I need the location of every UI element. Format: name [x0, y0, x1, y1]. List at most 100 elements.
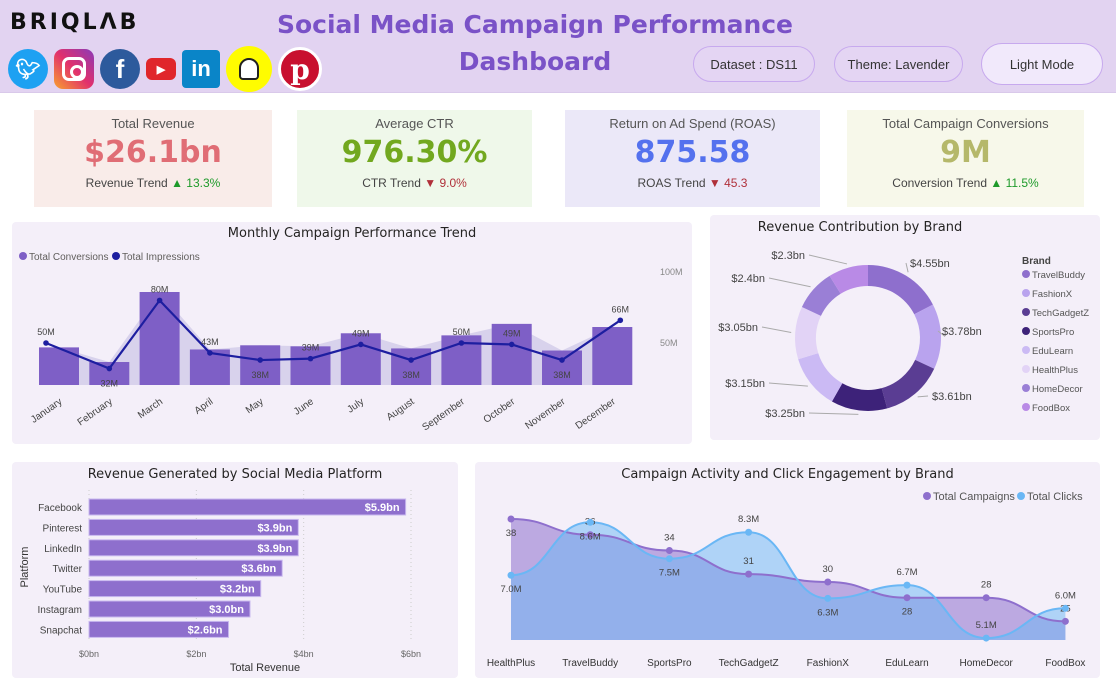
chart-title: Monthly Campaign Performance Trend	[227, 226, 477, 241]
linkedin-icon: in	[182, 50, 220, 88]
theme-badge: Theme: Lavender	[834, 46, 963, 82]
data-label: 49M	[503, 328, 521, 338]
data-label: 38M	[402, 370, 420, 380]
x-tick-label: HomeDecor	[960, 658, 1014, 669]
kpi-value: 875.58	[634, 135, 751, 170]
impressions-point	[408, 357, 414, 363]
light-mode-button[interactable]: Light Mode	[981, 43, 1103, 85]
donut-slice	[868, 265, 933, 315]
x-tick-label: EduLearn	[885, 658, 928, 669]
trend-up-icon: ▲	[171, 176, 183, 190]
x-tick-label: August	[385, 396, 417, 423]
campaigns-point	[507, 515, 515, 523]
clicks-point	[586, 518, 594, 526]
y-tick-label: YouTube	[43, 585, 83, 596]
bar-revenue	[88, 539, 299, 557]
y-tick-label: Twitter	[53, 564, 83, 575]
campaigns-point	[903, 594, 911, 602]
kpi-value: 976.30%	[341, 135, 488, 170]
x-tick-label: December	[574, 396, 619, 432]
chart-title: Revenue Contribution by Brand	[757, 220, 963, 235]
data-label: $3.0bn	[209, 604, 244, 616]
legend-label: HomeDecor	[1032, 384, 1083, 395]
bar-revenue	[88, 600, 251, 618]
data-label: 80M	[151, 284, 169, 294]
clicks-area	[511, 522, 1066, 640]
impressions-line	[45, 298, 621, 370]
pinterest-icon: p	[278, 47, 322, 91]
chart-title: Revenue Generated by Social Media Platfo…	[87, 467, 383, 482]
leader-line	[917, 395, 929, 398]
campaigns-point	[982, 594, 990, 602]
donut-slice	[829, 265, 868, 294]
y-tick-label: Instagram	[38, 605, 82, 616]
legend-label: FoodBox	[1032, 403, 1070, 414]
legend-marker	[1022, 346, 1030, 354]
kpi-trend: ROAS Trend ▼ 45.3	[565, 176, 820, 190]
bar-conversions	[340, 333, 381, 385]
data-label: 49M	[352, 328, 370, 338]
legend-marker	[1022, 308, 1030, 316]
data-label: $3.9bn	[257, 522, 292, 534]
legend-label: HealthPlus	[1032, 365, 1078, 376]
x-axis-title: Total Revenue	[230, 662, 300, 674]
data-label: 5.1M	[976, 620, 997, 631]
data-label: $2.6bn	[188, 624, 223, 636]
campaigns-point	[665, 546, 673, 554]
data-label: $2.4bn	[731, 273, 765, 285]
legend-label: FashionX	[1032, 289, 1073, 300]
data-label: 8.3M	[738, 514, 759, 525]
kpi-trend-label: CTR Trend	[362, 176, 421, 190]
y-tick-label: Pinterest	[43, 523, 83, 534]
y-axis-title: Platform	[19, 547, 31, 588]
data-label: 50M	[37, 327, 55, 337]
data-label: 34	[664, 532, 675, 543]
twitter-icon: 🐦︎	[8, 49, 48, 89]
legend-marker	[19, 252, 27, 260]
data-label: 6.3M	[817, 607, 838, 618]
clicks-point	[824, 594, 832, 602]
trend-down-icon: ▼	[708, 176, 721, 190]
legend-label: SportsPro	[1032, 327, 1074, 338]
x-tick-label: SportsPro	[647, 658, 692, 669]
bar-revenue	[88, 518, 299, 536]
data-label: 66M	[612, 304, 630, 314]
data-label: $4.55bn	[910, 258, 950, 270]
impressions-point	[106, 365, 113, 372]
kpi-title: Total Campaign Conversions	[882, 116, 1049, 131]
y-tick-label: Facebook	[38, 503, 83, 514]
kpi-trend: CTR Trend ▼ 9.0%	[297, 176, 532, 190]
kpi-trend-value: 13.3%	[186, 176, 221, 190]
kpi-trend-value: 9.0%	[439, 176, 467, 190]
data-label: 32M	[101, 379, 119, 389]
clicks-point	[903, 581, 911, 589]
leader-line	[761, 326, 792, 333]
clicks-point	[745, 528, 753, 536]
data-label: $3.61bn	[932, 391, 972, 403]
revenue-by-brand-donut: $4.55bn $3.78bn $3.61bn $3.25bn $3.15bn $3.05…	[718, 250, 1089, 420]
clicks-point	[507, 571, 515, 579]
kpi-title: Total Revenue	[111, 116, 195, 131]
donut-slice	[798, 353, 843, 402]
data-label: 7.0M	[500, 584, 521, 595]
leader-line	[937, 330, 946, 337]
legend-title: Brand	[1022, 256, 1051, 267]
campaign-activity-panel: Campaign Activity and Click Engagement b…	[475, 462, 1100, 678]
bar-conversions	[290, 346, 331, 385]
header: BRIQLΛB 🐦︎ f ▶ in p Social Media Campaig…	[0, 0, 1116, 93]
donut-slice	[801, 275, 841, 316]
bar-conversions	[491, 323, 532, 385]
kpi-title: Average CTR	[375, 116, 454, 131]
facebook-icon: f	[100, 49, 140, 89]
impressions-point	[617, 317, 624, 324]
bar-conversions	[139, 292, 180, 385]
bar-revenue	[88, 559, 283, 577]
data-label: $3.25bn	[765, 408, 805, 420]
legend-label: Total Campaigns	[933, 491, 1015, 503]
data-label: 8.6M	[580, 531, 601, 542]
leader-line	[808, 254, 848, 265]
monthly-performance-panel: Monthly Campaign Performance Trend Total…	[12, 222, 692, 444]
impressions-point	[358, 341, 364, 348]
legend-marker	[1022, 384, 1030, 392]
impressions-point	[43, 340, 49, 346]
